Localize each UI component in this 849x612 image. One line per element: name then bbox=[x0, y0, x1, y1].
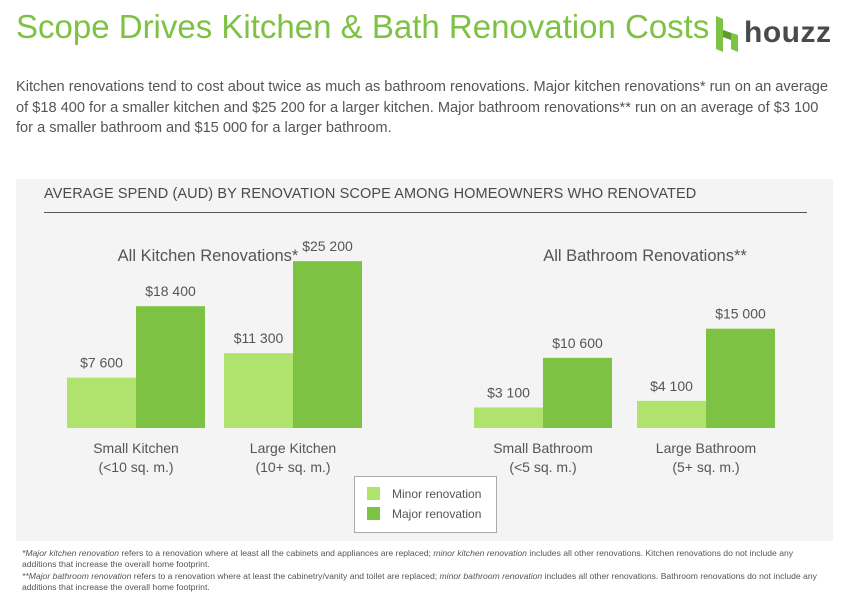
category-label: (<10 sq. m.) bbox=[98, 459, 173, 475]
bar bbox=[136, 306, 205, 428]
category-label: Small Bathroom bbox=[493, 440, 593, 456]
category-label: (5+ sq. m.) bbox=[672, 459, 739, 475]
footnote-kitchen: *Major kitchen renovation refers to a re… bbox=[22, 548, 822, 570]
intro-paragraph: Kitchen renovations tend to cost about t… bbox=[16, 79, 829, 136]
chart-panel: AVERAGE SPEND (AUD) BY RENOVATION SCOPE … bbox=[16, 179, 833, 541]
legend-item-minor: Minor renovation bbox=[367, 487, 481, 501]
houzz-logo-icon bbox=[716, 16, 738, 52]
houzz-logo[interactable]: houzz bbox=[716, 16, 836, 56]
bar bbox=[224, 353, 293, 428]
footnote-bath-term: **Major bathroom renovation bbox=[22, 571, 132, 581]
legend-item-major: Major renovation bbox=[367, 507, 481, 521]
footnote-bath-term2: minor bathroom renovation bbox=[439, 571, 543, 581]
bar-value-label: $11 300 bbox=[234, 330, 284, 346]
legend-label-minor: Minor renovation bbox=[392, 487, 482, 501]
bar-value-label: $25 200 bbox=[302, 238, 353, 254]
bar bbox=[474, 407, 543, 428]
logo-wordmark: houzz bbox=[744, 16, 832, 49]
bar-value-label: $18 400 bbox=[145, 283, 196, 299]
chart-title: All Bathroom Renovations** bbox=[543, 247, 747, 265]
footnote-kitchen-term: *Major kitchen renovation bbox=[22, 548, 119, 558]
chart-legend: Minor renovation Major renovation bbox=[354, 476, 497, 533]
bar bbox=[67, 377, 136, 428]
bar bbox=[543, 357, 612, 428]
chart-title: All Kitchen Renovations* bbox=[118, 247, 299, 265]
bar bbox=[293, 261, 362, 428]
footnote-kitchen-mid: refers to a renovation where at least al… bbox=[118, 548, 434, 558]
bar bbox=[637, 400, 706, 428]
heading-divider bbox=[44, 212, 807, 213]
chart-heading: AVERAGE SPEND (AUD) BY RENOVATION SCOPE … bbox=[44, 186, 697, 202]
legend-label-major: Major renovation bbox=[392, 507, 482, 521]
bar-value-label: $7 600 bbox=[80, 355, 123, 371]
legend-swatch-minor bbox=[367, 487, 380, 500]
category-label: Large Kitchen bbox=[250, 440, 336, 456]
bar-value-label: $15 000 bbox=[715, 306, 766, 322]
category-label: (10+ sq. m.) bbox=[255, 459, 330, 475]
bar bbox=[706, 328, 775, 428]
page-title: Scope Drives Kitchen & Bath Renovation C… bbox=[16, 8, 710, 45]
category-label: Large Bathroom bbox=[656, 440, 756, 456]
footnotes: *Major kitchen renovation refers to a re… bbox=[22, 548, 822, 594]
footnote-bath-mid: refers to a renovation where at least th… bbox=[131, 571, 440, 581]
footnote-bathroom: **Major bathroom renovation refers to a … bbox=[22, 571, 822, 593]
footnote-bath-end: includes all other renovations. Bathroom… bbox=[22, 571, 817, 592]
bar-value-label: $3 100 bbox=[487, 384, 530, 400]
bar-value-label: $4 100 bbox=[650, 378, 693, 394]
footnote-kitchen-term2: minor kitchen renovation bbox=[433, 548, 527, 558]
bar-charts: All Kitchen Renovations* $7 600 $18 400 Sma… bbox=[67, 238, 775, 475]
category-label: (<5 sq. m.) bbox=[509, 459, 576, 475]
category-label: Small Kitchen bbox=[93, 440, 179, 456]
legend-swatch-major bbox=[367, 507, 380, 520]
footnote-kitchen-end: includes all other renovations. Kitchen … bbox=[22, 548, 794, 569]
bar-value-label: $10 600 bbox=[552, 335, 603, 351]
